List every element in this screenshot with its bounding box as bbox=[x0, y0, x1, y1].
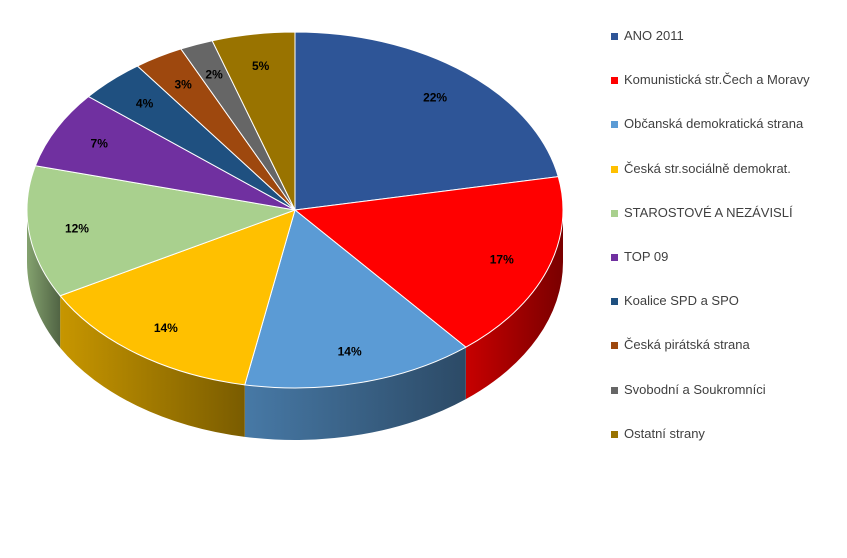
data-label-top-09: 7% bbox=[91, 137, 109, 151]
legend-item-top-09: TOP 09 bbox=[611, 246, 847, 290]
legend-swatch bbox=[611, 253, 618, 261]
legend-swatch bbox=[611, 33, 618, 40]
data-label-komunisticka-str-cech-a-moravy: 17% bbox=[490, 252, 514, 266]
legend-swatch bbox=[611, 165, 618, 173]
legend: ANO 2011 Komunistická str.Čech a Moravy Ob… bbox=[611, 25, 847, 467]
pie-slice-komunisticka-str-cech-a-moravy bbox=[293, 176, 564, 348]
pie-side-starostove-a-nezavisli bbox=[27, 210, 61, 348]
legend-label: Česká pirátská strana bbox=[624, 337, 750, 353]
pie-slice-ceska-str-socialne-demokrat bbox=[59, 209, 296, 386]
data-label-svobodni-a-soukromnici: 2% bbox=[205, 67, 223, 81]
pie-slice-top-09 bbox=[34, 95, 296, 211]
legend-swatch bbox=[611, 298, 618, 306]
legend-item-ceska-piratska-strana: Česká pirátská strana bbox=[611, 334, 847, 378]
legend-label: Občanská demokratická strana bbox=[624, 116, 804, 132]
legend-item-ano-2011: ANO 2011 bbox=[611, 25, 847, 69]
legend-swatch bbox=[611, 121, 618, 129]
legend-label: Koalice SPD a SPO bbox=[624, 293, 739, 309]
pie-slice-starostove-a-nezavisli bbox=[26, 165, 297, 297]
legend-label: STAROSTOVÉ A NEZÁVISLÍ bbox=[624, 204, 793, 220]
pie-chart: 22% 17% 14% 14% 12% 7% 4% 3% 2% 5% bbox=[26, 31, 564, 440]
legend-swatch bbox=[611, 77, 618, 85]
data-label-starostove-a-nezavisli: 12% bbox=[65, 221, 89, 235]
pie-sides bbox=[27, 210, 563, 440]
legend-label: TOP 09 bbox=[624, 248, 669, 264]
pie-slices bbox=[26, 31, 564, 389]
legend-label: Svobodní a Soukromníci bbox=[624, 381, 766, 397]
data-label-ano-2011: 22% bbox=[423, 91, 447, 105]
legend-swatch bbox=[611, 430, 618, 438]
pie-side-obcanska-demokraticka-strana bbox=[244, 347, 466, 440]
legend-swatch bbox=[611, 209, 618, 217]
pie-slice-obcanska-demokraticka-strana bbox=[244, 209, 467, 389]
legend-item-obcanska-demokraticka-strana: Občanská demokratická strana bbox=[611, 113, 847, 157]
legend-swatch bbox=[611, 386, 618, 394]
data-label-obcanska-demokraticka-strana: 14% bbox=[338, 344, 362, 358]
data-label-ceska-piratska-strana: 3% bbox=[174, 77, 192, 91]
legend-swatch bbox=[611, 342, 618, 350]
pie-side-komunisticka-str-cech-a-moravy bbox=[465, 210, 563, 400]
legend-item-ostatni-strany: Ostatní strany bbox=[611, 423, 847, 467]
legend-label: Ostatní strany bbox=[624, 425, 705, 441]
legend-item-komunisticka-str-cech-a-moravy: Komunistická str.Čech a Moravy bbox=[611, 69, 847, 113]
legend-item-starostove-a-nezavisli: STAROSTOVÉ A NEZÁVISLÍ bbox=[611, 202, 847, 246]
pie-slice-ano-2011 bbox=[294, 31, 559, 211]
data-label-koalice-spd-a-spo: 4% bbox=[136, 97, 154, 111]
data-label-ceska-str-socialne-demokrat: 14% bbox=[154, 321, 178, 335]
legend-item-ceska-str-socialne-demokrat: Česká str.sociálně demokrat. bbox=[611, 158, 847, 202]
pie-slice-ostatni-strany bbox=[211, 31, 296, 211]
legend-label: ANO 2011 bbox=[624, 28, 684, 43]
legend-label: Komunistická str.Čech a Moravy bbox=[624, 72, 810, 88]
legend-item-koalice-spd-a-spo: Koalice SPD a SPO bbox=[611, 290, 847, 334]
legend-item-svobodni-a-soukromnici: Svobodní a Soukromníci bbox=[611, 379, 847, 423]
pie-data-labels: 22% 17% 14% 14% 12% 7% 4% 3% 2% 5% bbox=[65, 59, 514, 359]
data-label-ostatni-strany: 5% bbox=[252, 59, 270, 73]
pie-side-ceska-str-socialne-demokrat bbox=[60, 295, 245, 437]
legend-label: Česká str.sociálně demokrat. bbox=[624, 160, 791, 176]
